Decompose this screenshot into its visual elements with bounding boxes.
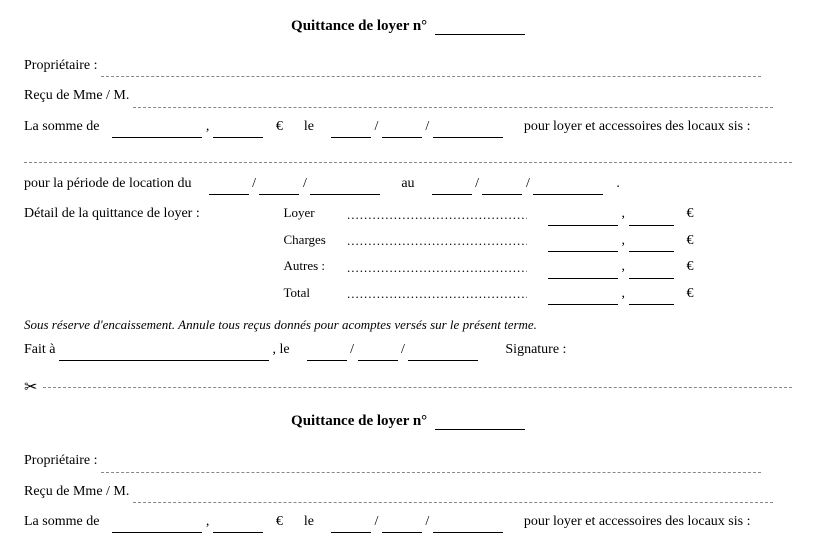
au-label: au: [401, 176, 414, 191]
period-from-month[interactable]: [259, 181, 299, 195]
detail-loyer-label: Loyer: [284, 203, 344, 224]
detail-autres-int[interactable]: [548, 265, 618, 279]
details-block: Détail de la quittance de loyer : Loyer …: [24, 203, 792, 309]
amount-int-field[interactable]: [112, 124, 202, 138]
amount-row-2: La somme de , € le / / pour loyer et acc…: [24, 511, 792, 533]
date-sep-2: /: [425, 119, 429, 134]
owner-field-2[interactable]: [101, 459, 761, 473]
disclaimer-text: Sous réserve d'encaissement. Annule tous…: [24, 317, 792, 333]
detail-total-label: Total: [284, 283, 344, 304]
title-text: Quittance de loyer n°: [291, 18, 427, 34]
period-end: .: [616, 176, 620, 191]
virg-le: , le: [273, 342, 290, 357]
detail-total-int[interactable]: [548, 291, 618, 305]
received-from-label: Reçu de Mme / M.: [24, 88, 129, 103]
date-month-field[interactable]: [382, 124, 422, 138]
signature-row: Fait à , le / / Signature :: [24, 339, 792, 361]
signature-label: Signature :: [505, 342, 566, 357]
detail-loyer-int[interactable]: [548, 212, 618, 226]
sig-date-month[interactable]: [358, 347, 398, 361]
period-to-year[interactable]: [533, 181, 603, 195]
dots-filler: ........................................…: [347, 205, 527, 226]
fait-a-label: Fait à: [24, 342, 56, 357]
le-label: le: [304, 119, 314, 134]
period-to-day[interactable]: [432, 181, 472, 195]
currency-symbol: €: [276, 119, 283, 134]
detail-charges-int[interactable]: [548, 238, 618, 252]
period-to-month[interactable]: [482, 181, 522, 195]
date-year-field-2[interactable]: [433, 519, 503, 533]
amount-row: La somme de , € le / / pour loyer et acc…: [24, 116, 792, 138]
amount-sep: ,: [206, 119, 210, 134]
amount-prefix: La somme de: [24, 119, 99, 134]
date-sep-1: /: [375, 119, 379, 134]
cut-dash: [43, 387, 792, 388]
amount-int-field-2[interactable]: [112, 519, 202, 533]
details-label: Détail de la quittance de loyer :: [24, 203, 280, 225]
document-title: Quittance de loyer n°: [24, 18, 792, 35]
period-from-day[interactable]: [209, 181, 249, 195]
place-field[interactable]: [59, 347, 269, 361]
amount-suffix: pour loyer et accessoires des locaux sis…: [524, 119, 751, 134]
period-from-year[interactable]: [310, 181, 380, 195]
period-row: pour la période de location du / / au / …: [24, 173, 792, 195]
rent-receipt-slip-2: Quittance de loyer n° Propriétaire : Reç…: [24, 413, 792, 533]
detail-charges-dec[interactable]: [629, 238, 674, 252]
rent-receipt-slip-1: Quittance de loyer n° Propriétaire : Reç…: [24, 18, 792, 361]
detail-loyer-dec[interactable]: [629, 212, 674, 226]
date-month-field-2[interactable]: [382, 519, 422, 533]
date-day-field[interactable]: [331, 124, 371, 138]
date-day-field-2[interactable]: [331, 519, 371, 533]
detail-autres-dec[interactable]: [629, 265, 674, 279]
received-from-field[interactable]: [133, 94, 773, 108]
receipt-number-blank[interactable]: [435, 34, 525, 35]
detail-autres-label: Autres :: [284, 256, 344, 277]
document-title-2: Quittance de loyer n°: [24, 413, 792, 430]
address-line[interactable]: [24, 146, 792, 163]
received-from-field-2[interactable]: [133, 489, 773, 503]
cut-line: ✂: [24, 377, 792, 397]
sig-date-year[interactable]: [408, 347, 478, 361]
date-year-field[interactable]: [433, 124, 503, 138]
amount-dec-field-2[interactable]: [213, 519, 263, 533]
detail-charges-label: Charges: [284, 230, 344, 251]
owner-row-2: Propriétaire :: [24, 450, 792, 472]
received-from-row: Reçu de Mme / M.: [24, 85, 792, 107]
detail-total-dec[interactable]: [629, 291, 674, 305]
scissors-icon: ✂: [24, 377, 37, 397]
sig-date-day[interactable]: [307, 347, 347, 361]
owner-label: Propriétaire :: [24, 58, 97, 73]
title-text-2: Quittance de loyer n°: [291, 413, 427, 429]
owner-field[interactable]: [101, 63, 761, 77]
period-prefix: pour la période de location du: [24, 176, 192, 191]
receipt-number-blank-2[interactable]: [435, 429, 525, 430]
owner-row: Propriétaire :: [24, 55, 792, 77]
amount-dec-field[interactable]: [213, 124, 263, 138]
received-from-row-2: Reçu de Mme / M.: [24, 481, 792, 503]
